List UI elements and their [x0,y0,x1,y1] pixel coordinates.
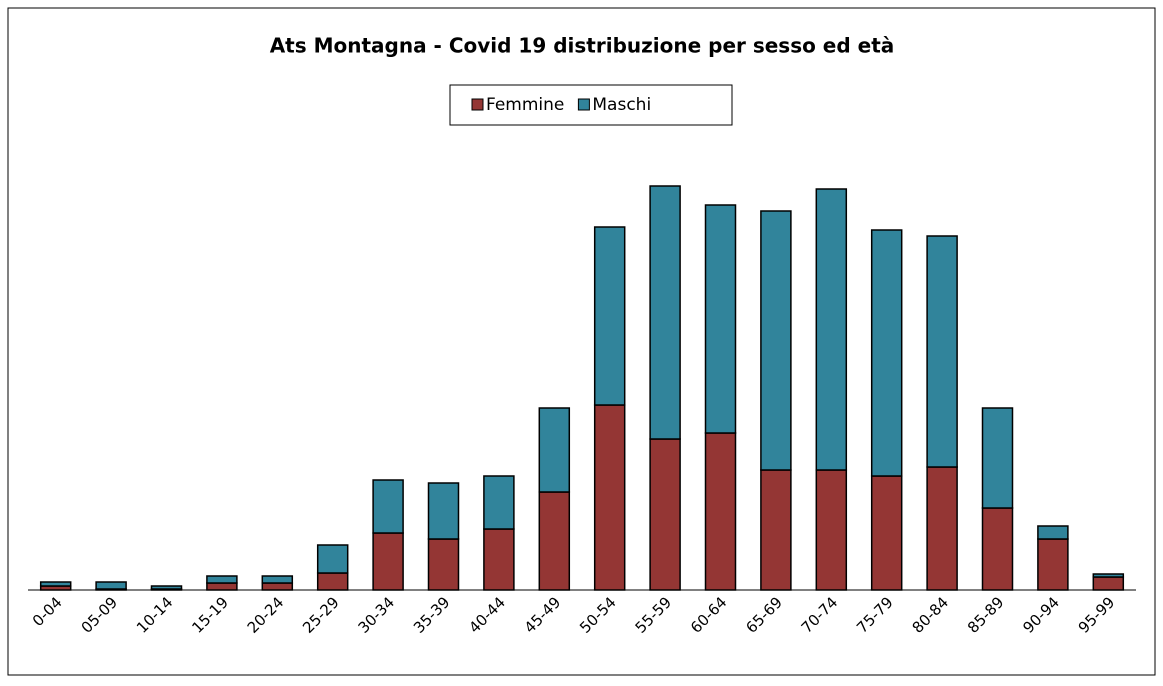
bar-segment [760,469,792,591]
bar-segment [483,475,515,530]
bar-segment [150,585,183,590]
legend-box [449,84,733,126]
bar-segment [981,407,1014,509]
bar-segment [704,204,737,434]
chart-title: Ats Montagna - Covid 19 distribuzione pe… [270,34,895,58]
bar-segment [1037,525,1069,540]
bar-segment [870,229,903,477]
bar-segment [95,581,127,590]
legend-label: Maschi [592,95,651,115]
legend-swatch [471,98,484,111]
bar-segment [261,582,294,591]
legend-swatch [577,98,590,111]
bar-segment [206,582,238,591]
bar-segment [261,575,294,584]
bar-segment [483,528,515,591]
bar-segment [538,491,571,591]
bar-segment [870,475,903,591]
bar-segment [704,432,737,591]
bar-segment [1037,538,1069,591]
bar-segment [760,210,792,471]
bar-segment [39,581,72,587]
bar-segment [1092,573,1125,578]
legend-label: Femmine [486,95,564,115]
bar-segment [206,575,238,584]
bar-segment [316,544,349,574]
bar-segment [926,235,958,468]
bar-segment [427,482,460,540]
bar-segment [1092,576,1125,591]
bar-segment [926,466,958,591]
bar-segment [649,185,681,440]
bar-segment [593,226,626,406]
bar-segment [372,532,404,591]
bar-segment [649,438,681,591]
bar-segment [593,404,626,591]
bar-segment [427,538,460,591]
bar-segment [316,572,349,591]
bar-segment [981,507,1014,591]
bar-segment [815,188,848,471]
bar-segment [538,407,571,493]
bar-segment [372,479,404,534]
bar-segment [815,469,848,591]
